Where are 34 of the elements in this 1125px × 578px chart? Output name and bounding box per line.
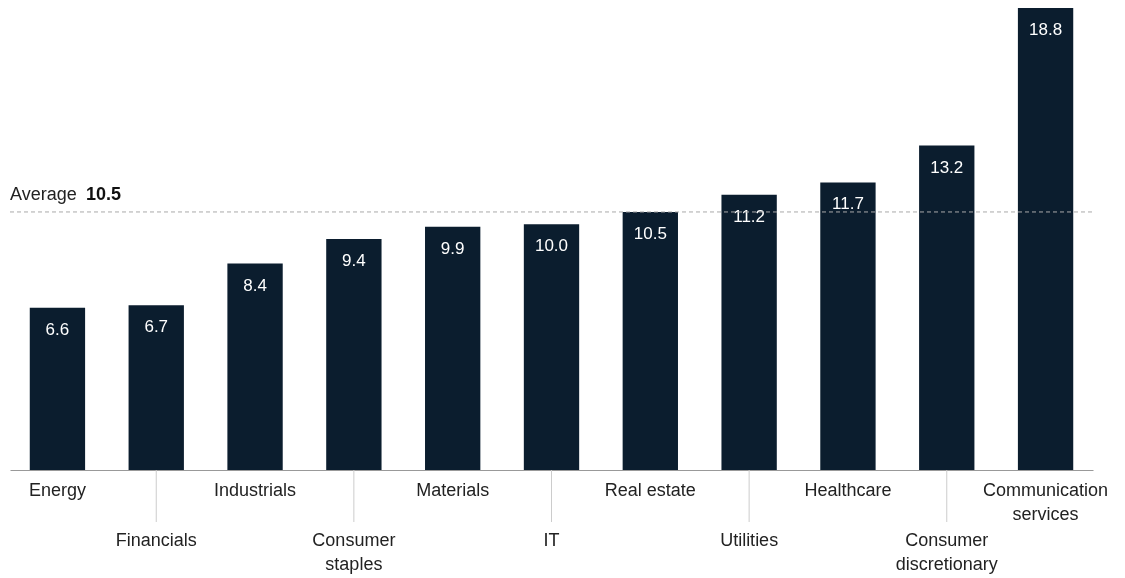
bar: [820, 182, 876, 470]
bar: [326, 239, 382, 470]
bar: [919, 145, 975, 470]
bar: [721, 194, 777, 470]
x-tick-label: Healthcare: [804, 480, 892, 500]
data-label: 11.2: [733, 206, 766, 226]
data-label: 6.6: [45, 319, 70, 339]
data-label: 9.4: [342, 251, 366, 270]
bar: [29, 307, 86, 470]
data-label: 11.7: [832, 194, 864, 214]
x-tick-label: Materials: [416, 480, 490, 500]
x-tick-label: Utilities: [720, 530, 779, 550]
data-label: 13.2: [930, 157, 964, 177]
data-label: 8.4: [243, 275, 267, 295]
x-tick-label: Consumer staples: [312, 530, 396, 574]
data-label: 6.7: [144, 317, 169, 337]
bar: [1017, 8, 1074, 470]
x-tick-label: Consumer discretionary: [895, 530, 998, 574]
data-label: 9.9: [440, 238, 465, 258]
x-tick-label: Financials: [115, 530, 197, 550]
data-label: 10.0: [534, 236, 569, 256]
bar: [425, 226, 481, 470]
bar: [227, 263, 283, 470]
x-tick-label: Industrials: [214, 480, 297, 500]
x-tick-label: Communication services: [983, 480, 1109, 524]
bar: [622, 211, 678, 470]
bar: [128, 305, 184, 470]
data-label: 10.5: [633, 223, 667, 243]
ref-line-label: Average 10.5: [10, 183, 122, 204]
x-tick-label: Real estate: [604, 480, 696, 500]
x-tick-label: IT: [543, 530, 560, 550]
data-label: 18.8: [1029, 20, 1063, 39]
bar: [523, 224, 580, 470]
x-tick-label: Energy: [28, 480, 86, 500]
